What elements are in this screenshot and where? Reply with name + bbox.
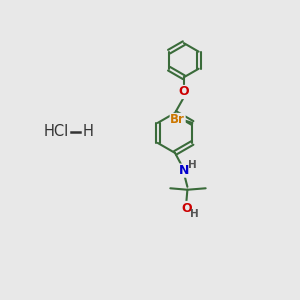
- Text: O: O: [181, 202, 191, 214]
- Text: N: N: [179, 164, 190, 177]
- Text: H: H: [82, 124, 93, 139]
- Text: HCl: HCl: [43, 124, 68, 139]
- Text: Br: Br: [170, 113, 185, 127]
- Text: O: O: [178, 85, 189, 98]
- Text: H: H: [190, 209, 199, 220]
- Text: H: H: [188, 160, 197, 170]
